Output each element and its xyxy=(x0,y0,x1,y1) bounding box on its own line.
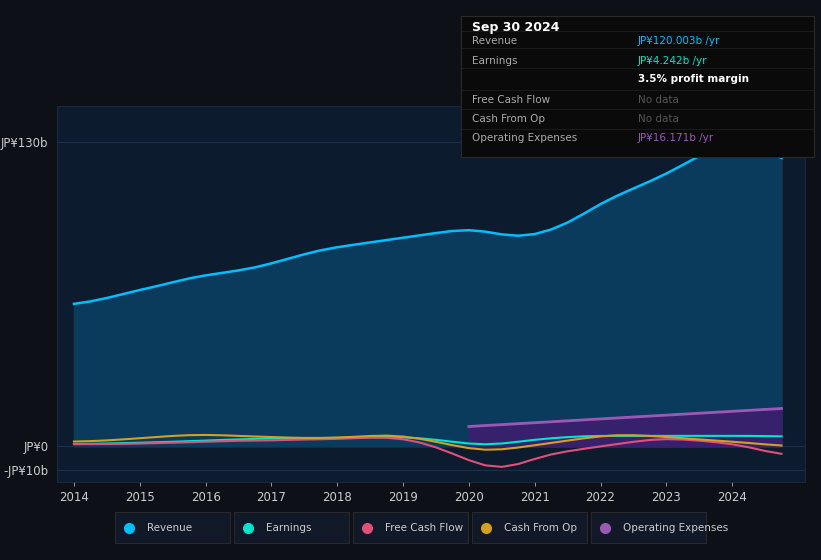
Text: Cash From Op: Cash From Op xyxy=(472,114,545,124)
Text: Free Cash Flow: Free Cash Flow xyxy=(472,95,550,105)
Text: JP¥120.003b /yr: JP¥120.003b /yr xyxy=(638,36,720,46)
Text: Free Cash Flow: Free Cash Flow xyxy=(385,523,463,533)
Text: Operating Expenses: Operating Expenses xyxy=(472,133,577,143)
Text: 3.5% profit margin: 3.5% profit margin xyxy=(638,74,749,84)
Text: JP¥4.242b /yr: JP¥4.242b /yr xyxy=(638,56,708,66)
Text: Earnings: Earnings xyxy=(472,56,517,66)
Text: JP¥16.171b /yr: JP¥16.171b /yr xyxy=(638,133,714,143)
Text: No data: No data xyxy=(638,114,679,124)
Text: Cash From Op: Cash From Op xyxy=(504,523,577,533)
Text: Sep 30 2024: Sep 30 2024 xyxy=(472,21,559,34)
Text: Revenue: Revenue xyxy=(472,36,517,46)
Text: Earnings: Earnings xyxy=(266,523,312,533)
Text: Operating Expenses: Operating Expenses xyxy=(623,523,728,533)
Text: Revenue: Revenue xyxy=(147,523,192,533)
Text: No data: No data xyxy=(638,95,679,105)
